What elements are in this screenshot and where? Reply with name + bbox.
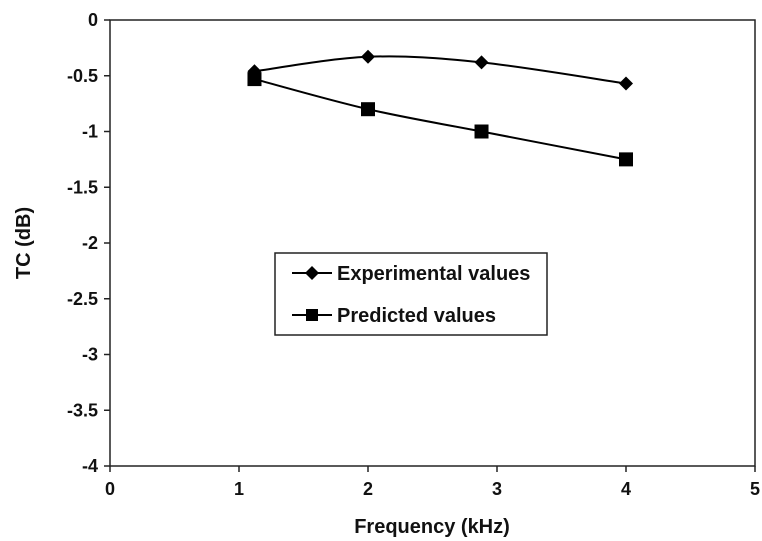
x-axis-title: Frequency (kHz) — [354, 516, 510, 538]
y-tick-label: -3.5 — [67, 400, 98, 420]
y-tick-label: -1 — [82, 122, 98, 142]
series-line-1 — [254, 78, 627, 161]
legend: Experimental values Predicted values — [274, 252, 548, 336]
y-tick-label: -3 — [82, 345, 98, 365]
legend-box — [274, 252, 548, 336]
y-tick-label: -2 — [82, 233, 98, 253]
series-layer — [247, 49, 633, 167]
y-axis: 0 -0.5 -1 -1.5 -2 -2.5 -3 -3.5 -4 — [67, 10, 110, 476]
data-point-diamond — [361, 49, 375, 64]
data-point-diamond — [474, 55, 489, 70]
x-tick-label: 1 — [234, 479, 244, 499]
series-line-0 — [254, 55, 627, 85]
data-point-square — [247, 72, 262, 87]
x-tick-label: 0 — [105, 479, 115, 499]
y-tick-label: 0 — [88, 10, 98, 30]
x-tick-label: 4 — [621, 479, 631, 499]
y-tick-label: -2.5 — [67, 289, 98, 309]
y-tick-label: -0.5 — [67, 66, 98, 86]
legend-marker-predicted — [306, 309, 318, 321]
data-point-square — [619, 152, 633, 167]
plot-area — [109, 19, 756, 467]
y-tick-label: -1.5 — [67, 177, 98, 197]
data-point-square — [361, 102, 375, 117]
data-point-square — [474, 124, 489, 139]
legend-label-experimental: Experimental values — [337, 263, 530, 285]
legend-marker-experimental — [305, 266, 319, 280]
data-point-diamond — [619, 76, 633, 91]
legend-label-predicted: Predicted values — [337, 305, 496, 327]
y-axis-title: TC (dB) — [13, 207, 35, 279]
x-tick-label: 2 — [363, 479, 373, 499]
y-tick-label: -4 — [82, 456, 98, 476]
x-tick-label: 3 — [492, 479, 502, 499]
x-axis: 0 1 2 3 4 5 — [105, 466, 760, 499]
x-tick-label: 5 — [750, 479, 760, 499]
